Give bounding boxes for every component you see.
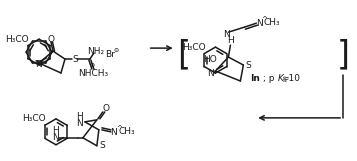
Text: ⊕: ⊕ [89,63,95,68]
Text: S: S [99,141,105,150]
Text: H: H [76,112,83,121]
Text: ≈10: ≈10 [281,74,300,82]
Text: O: O [102,104,109,113]
Text: O: O [47,35,55,44]
Text: NH₂: NH₂ [87,47,105,56]
Text: H₃CO: H₃CO [22,114,46,123]
Text: ; p: ; p [262,74,274,82]
Text: NHCH₃: NHCH₃ [78,69,108,78]
Text: S: S [72,55,78,64]
Text: K: K [277,74,283,82]
Text: N: N [110,128,117,137]
Text: ⊖: ⊖ [113,48,119,53]
Text: H: H [52,126,59,135]
Text: N: N [52,133,59,142]
Text: Br: Br [105,50,115,59]
Text: a: a [282,77,286,82]
Text: H₃CO: H₃CO [182,43,206,52]
Text: N: N [223,30,230,39]
Text: In: In [250,74,260,82]
Text: H: H [227,36,234,45]
Text: HO: HO [203,55,216,64]
Text: CH₃: CH₃ [119,127,135,136]
Text: N: N [256,19,263,28]
Text: N: N [207,69,214,78]
Text: N: N [76,119,83,128]
Text: ^: ^ [261,16,267,22]
Text: ^: ^ [116,125,122,131]
Text: N: N [35,60,41,69]
Text: [: [ [177,39,191,72]
Text: ]: ] [337,39,350,72]
Text: S: S [246,61,251,70]
Text: H₃CO: H₃CO [5,35,29,44]
Text: CH₃: CH₃ [264,18,281,27]
